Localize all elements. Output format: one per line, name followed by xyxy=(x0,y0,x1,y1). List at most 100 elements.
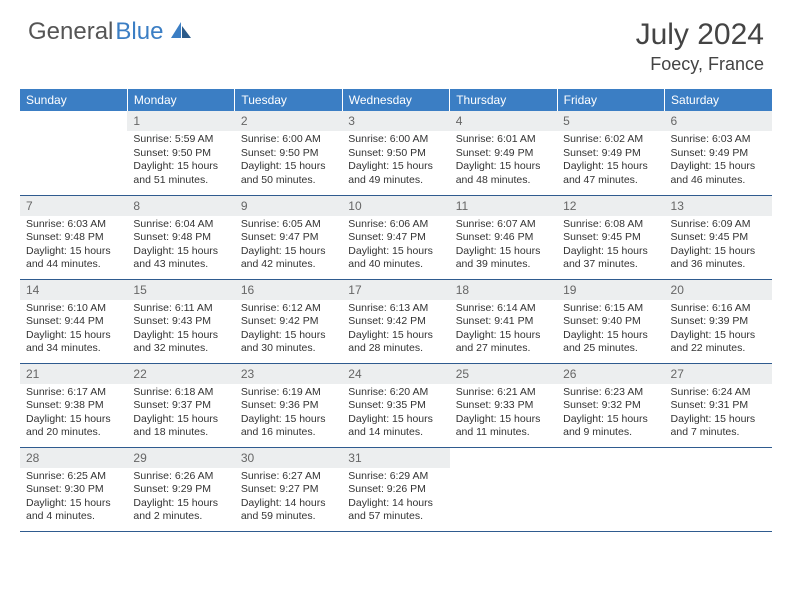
sunset-line: Sunset: 9:31 PM xyxy=(671,399,766,413)
day-cell-12: 12Sunrise: 6:08 AMSunset: 9:45 PMDayligh… xyxy=(557,195,664,279)
daylight-line: Daylight: 15 hours and 20 minutes. xyxy=(26,413,121,440)
sunrise-line: Sunrise: 6:11 AM xyxy=(133,302,228,316)
empty-cell xyxy=(450,447,557,531)
daylight-line: Daylight: 15 hours and 36 minutes. xyxy=(671,245,766,272)
day-number: 5 xyxy=(557,111,664,131)
calendar-table: SundayMondayTuesdayWednesdayThursdayFrid… xyxy=(20,89,772,532)
day-cell-11: 11Sunrise: 6:07 AMSunset: 9:46 PMDayligh… xyxy=(450,195,557,279)
day-data: Sunrise: 6:14 AMSunset: 9:41 PMDaylight:… xyxy=(450,300,557,361)
day-data: Sunrise: 6:03 AMSunset: 9:48 PMDaylight:… xyxy=(20,216,127,277)
day-number: 17 xyxy=(342,280,449,300)
month-title: July 2024 xyxy=(636,18,764,52)
day-number: 11 xyxy=(450,196,557,216)
day-number: 21 xyxy=(20,364,127,384)
day-number: 4 xyxy=(450,111,557,131)
sunrise-line: Sunrise: 6:09 AM xyxy=(671,218,766,232)
sunset-line: Sunset: 9:32 PM xyxy=(563,399,658,413)
empty-cell xyxy=(665,447,772,531)
dayname-tuesday: Tuesday xyxy=(235,89,342,111)
day-cell-25: 25Sunrise: 6:21 AMSunset: 9:33 PMDayligh… xyxy=(450,363,557,447)
day-number: 8 xyxy=(127,196,234,216)
day-number: 3 xyxy=(342,111,449,131)
sunrise-line: Sunrise: 5:59 AM xyxy=(133,133,228,147)
sunset-line: Sunset: 9:27 PM xyxy=(241,483,336,497)
day-data: Sunrise: 6:12 AMSunset: 9:42 PMDaylight:… xyxy=(235,300,342,361)
day-number: 18 xyxy=(450,280,557,300)
sunset-line: Sunset: 9:36 PM xyxy=(241,399,336,413)
daylight-line: Daylight: 15 hours and 7 minutes. xyxy=(671,413,766,440)
sunrise-line: Sunrise: 6:20 AM xyxy=(348,386,443,400)
day-number: 26 xyxy=(557,364,664,384)
day-cell-17: 17Sunrise: 6:13 AMSunset: 9:42 PMDayligh… xyxy=(342,279,449,363)
daylight-line: Daylight: 15 hours and 51 minutes. xyxy=(133,160,228,187)
day-data: Sunrise: 6:23 AMSunset: 9:32 PMDaylight:… xyxy=(557,384,664,445)
day-number: 10 xyxy=(342,196,449,216)
sunrise-line: Sunrise: 6:08 AM xyxy=(563,218,658,232)
title-block: July 2024 Foecy, France xyxy=(636,18,764,75)
day-number: 12 xyxy=(557,196,664,216)
day-cell-26: 26Sunrise: 6:23 AMSunset: 9:32 PMDayligh… xyxy=(557,363,664,447)
daylight-line: Daylight: 15 hours and 46 minutes. xyxy=(671,160,766,187)
daylight-line: Daylight: 15 hours and 11 minutes. xyxy=(456,413,551,440)
sunrise-line: Sunrise: 6:07 AM xyxy=(456,218,551,232)
day-data: Sunrise: 6:10 AMSunset: 9:44 PMDaylight:… xyxy=(20,300,127,361)
sunset-line: Sunset: 9:45 PM xyxy=(563,231,658,245)
sunrise-line: Sunrise: 6:00 AM xyxy=(348,133,443,147)
sunrise-line: Sunrise: 6:00 AM xyxy=(241,133,336,147)
sunset-line: Sunset: 9:50 PM xyxy=(241,147,336,161)
day-data: Sunrise: 6:25 AMSunset: 9:30 PMDaylight:… xyxy=(20,468,127,529)
day-number: 25 xyxy=(450,364,557,384)
day-cell-1: 1Sunrise: 5:59 AMSunset: 9:50 PMDaylight… xyxy=(127,111,234,195)
day-cell-19: 19Sunrise: 6:15 AMSunset: 9:40 PMDayligh… xyxy=(557,279,664,363)
dayname-saturday: Saturday xyxy=(665,89,772,111)
sunset-line: Sunset: 9:46 PM xyxy=(456,231,551,245)
sunset-line: Sunset: 9:37 PM xyxy=(133,399,228,413)
sunset-line: Sunset: 9:33 PM xyxy=(456,399,551,413)
day-number: 6 xyxy=(665,111,772,131)
brand-part2: Blue xyxy=(115,18,163,46)
day-cell-28: 28Sunrise: 6:25 AMSunset: 9:30 PMDayligh… xyxy=(20,447,127,531)
sunrise-line: Sunrise: 6:03 AM xyxy=(671,133,766,147)
day-data: Sunrise: 5:59 AMSunset: 9:50 PMDaylight:… xyxy=(127,131,234,192)
sunset-line: Sunset: 9:47 PM xyxy=(241,231,336,245)
day-data: Sunrise: 6:09 AMSunset: 9:45 PMDaylight:… xyxy=(665,216,772,277)
sunset-line: Sunset: 9:48 PM xyxy=(133,231,228,245)
daylight-line: Daylight: 15 hours and 43 minutes. xyxy=(133,245,228,272)
week-row: 14Sunrise: 6:10 AMSunset: 9:44 PMDayligh… xyxy=(20,279,772,363)
daylight-line: Daylight: 14 hours and 57 minutes. xyxy=(348,497,443,524)
day-cell-30: 30Sunrise: 6:27 AMSunset: 9:27 PMDayligh… xyxy=(235,447,342,531)
day-number: 16 xyxy=(235,280,342,300)
daylight-line: Daylight: 15 hours and 40 minutes. xyxy=(348,245,443,272)
day-number: 19 xyxy=(557,280,664,300)
day-number: 31 xyxy=(342,448,449,468)
day-cell-22: 22Sunrise: 6:18 AMSunset: 9:37 PMDayligh… xyxy=(127,363,234,447)
day-data: Sunrise: 6:00 AMSunset: 9:50 PMDaylight:… xyxy=(235,131,342,192)
sunrise-line: Sunrise: 6:29 AM xyxy=(348,470,443,484)
sunrise-line: Sunrise: 6:06 AM xyxy=(348,218,443,232)
daylight-line: Daylight: 15 hours and 48 minutes. xyxy=(456,160,551,187)
empty-cell xyxy=(557,447,664,531)
day-data: Sunrise: 6:00 AMSunset: 9:50 PMDaylight:… xyxy=(342,131,449,192)
sunrise-line: Sunrise: 6:23 AM xyxy=(563,386,658,400)
day-data: Sunrise: 6:07 AMSunset: 9:46 PMDaylight:… xyxy=(450,216,557,277)
dayname-friday: Friday xyxy=(557,89,664,111)
daylight-line: Daylight: 15 hours and 42 minutes. xyxy=(241,245,336,272)
calendar-body: 1Sunrise: 5:59 AMSunset: 9:50 PMDaylight… xyxy=(20,111,772,531)
sunrise-line: Sunrise: 6:25 AM xyxy=(26,470,121,484)
day-number: 24 xyxy=(342,364,449,384)
sunrise-line: Sunrise: 6:14 AM xyxy=(456,302,551,316)
sunset-line: Sunset: 9:47 PM xyxy=(348,231,443,245)
day-data: Sunrise: 6:26 AMSunset: 9:29 PMDaylight:… xyxy=(127,468,234,529)
sunrise-line: Sunrise: 6:15 AM xyxy=(563,302,658,316)
brand-part1: General xyxy=(28,18,113,46)
location: Foecy, France xyxy=(636,54,764,75)
sunset-line: Sunset: 9:29 PM xyxy=(133,483,228,497)
day-number: 14 xyxy=(20,280,127,300)
sunrise-line: Sunrise: 6:17 AM xyxy=(26,386,121,400)
day-cell-2: 2Sunrise: 6:00 AMSunset: 9:50 PMDaylight… xyxy=(235,111,342,195)
daylight-line: Daylight: 15 hours and 30 minutes. xyxy=(241,329,336,356)
dayname-thursday: Thursday xyxy=(450,89,557,111)
sunset-line: Sunset: 9:42 PM xyxy=(348,315,443,329)
day-data: Sunrise: 6:20 AMSunset: 9:35 PMDaylight:… xyxy=(342,384,449,445)
daylight-line: Daylight: 15 hours and 22 minutes. xyxy=(671,329,766,356)
